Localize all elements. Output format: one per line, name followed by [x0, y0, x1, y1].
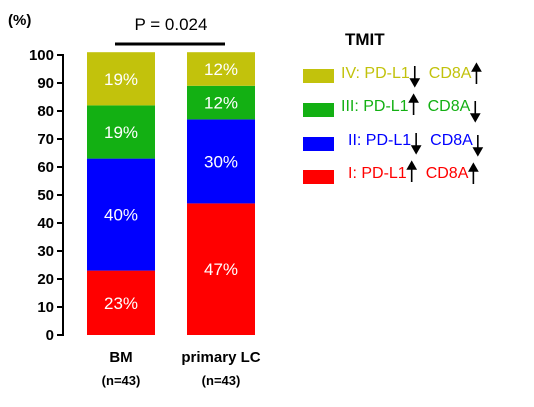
bar-segment: [187, 85, 255, 120]
segment-data-label: 30%: [204, 152, 238, 171]
bar-segment: [187, 52, 255, 86]
legend-label-pdl1: III: PD-L1: [341, 98, 409, 115]
y-tick-label: 20: [37, 271, 54, 288]
x-category-label: primary LC: [181, 349, 260, 366]
bar-segment: [87, 52, 155, 106]
y-tick-label: 100: [29, 47, 54, 64]
legend-swatch: [303, 69, 334, 83]
bar-segment: [87, 158, 155, 271]
arrow-down-icon: [472, 135, 484, 157]
bar-segment: [187, 119, 255, 204]
y-tick-label: 80: [37, 103, 54, 120]
arrow-up-icon: [467, 162, 479, 184]
y-tick-label: 10: [37, 299, 54, 316]
legend-label-pdl1: IV: PD-L1: [341, 65, 410, 82]
segment-data-label: 19%: [104, 70, 138, 89]
p-value-annotation: P = 0.024: [135, 15, 208, 34]
segment-data-label: 23%: [104, 294, 138, 313]
x-category-label: BM: [109, 349, 132, 366]
legend-swatch: [303, 170, 334, 184]
bar-segment: [87, 105, 155, 159]
legend-label-cd8a: CD8A: [429, 65, 472, 82]
legend-label-cd8a: CD8A: [426, 165, 469, 182]
y-tick-label: 40: [37, 215, 54, 232]
y-tick-label: 90: [37, 75, 54, 92]
x-category-n: (n=43): [202, 373, 241, 388]
legend-label-cd8a: CD8A: [430, 132, 473, 149]
segment-data-label: 47%: [204, 260, 238, 279]
legend-swatch: [303, 103, 334, 117]
bar-segment: [87, 270, 155, 335]
y-tick-label: 0: [46, 327, 54, 344]
y-tick-label: 50: [37, 187, 54, 204]
legend-label-cd8a: CD8A: [428, 98, 471, 115]
arrow-up-icon: [471, 62, 482, 84]
arrow-down-icon: [469, 101, 481, 123]
arrow-up-icon: [408, 93, 419, 115]
segment-data-label: 19%: [104, 123, 138, 142]
y-tick-label: 70: [37, 131, 54, 148]
bar-segment: [187, 203, 255, 335]
x-category-n: (n=43): [102, 373, 141, 388]
y-tick-label: 60: [37, 159, 54, 176]
y-tick-label: 30: [37, 243, 54, 260]
arrow-up-icon: [406, 160, 418, 182]
legend-label-pdl1: II: PD-L1: [348, 132, 411, 149]
arrow-down-icon: [410, 133, 422, 155]
legend-swatch: [303, 137, 334, 151]
segment-data-label: 12%: [204, 60, 238, 79]
segment-data-label: 12%: [204, 94, 238, 113]
legend-label-pdl1: I: PD-L1: [348, 165, 407, 182]
segment-data-label: 40%: [104, 206, 138, 225]
y-axis-label: (%): [8, 12, 31, 29]
arrow-down-icon: [409, 66, 421, 88]
legend-title: TMIT: [345, 30, 385, 49]
